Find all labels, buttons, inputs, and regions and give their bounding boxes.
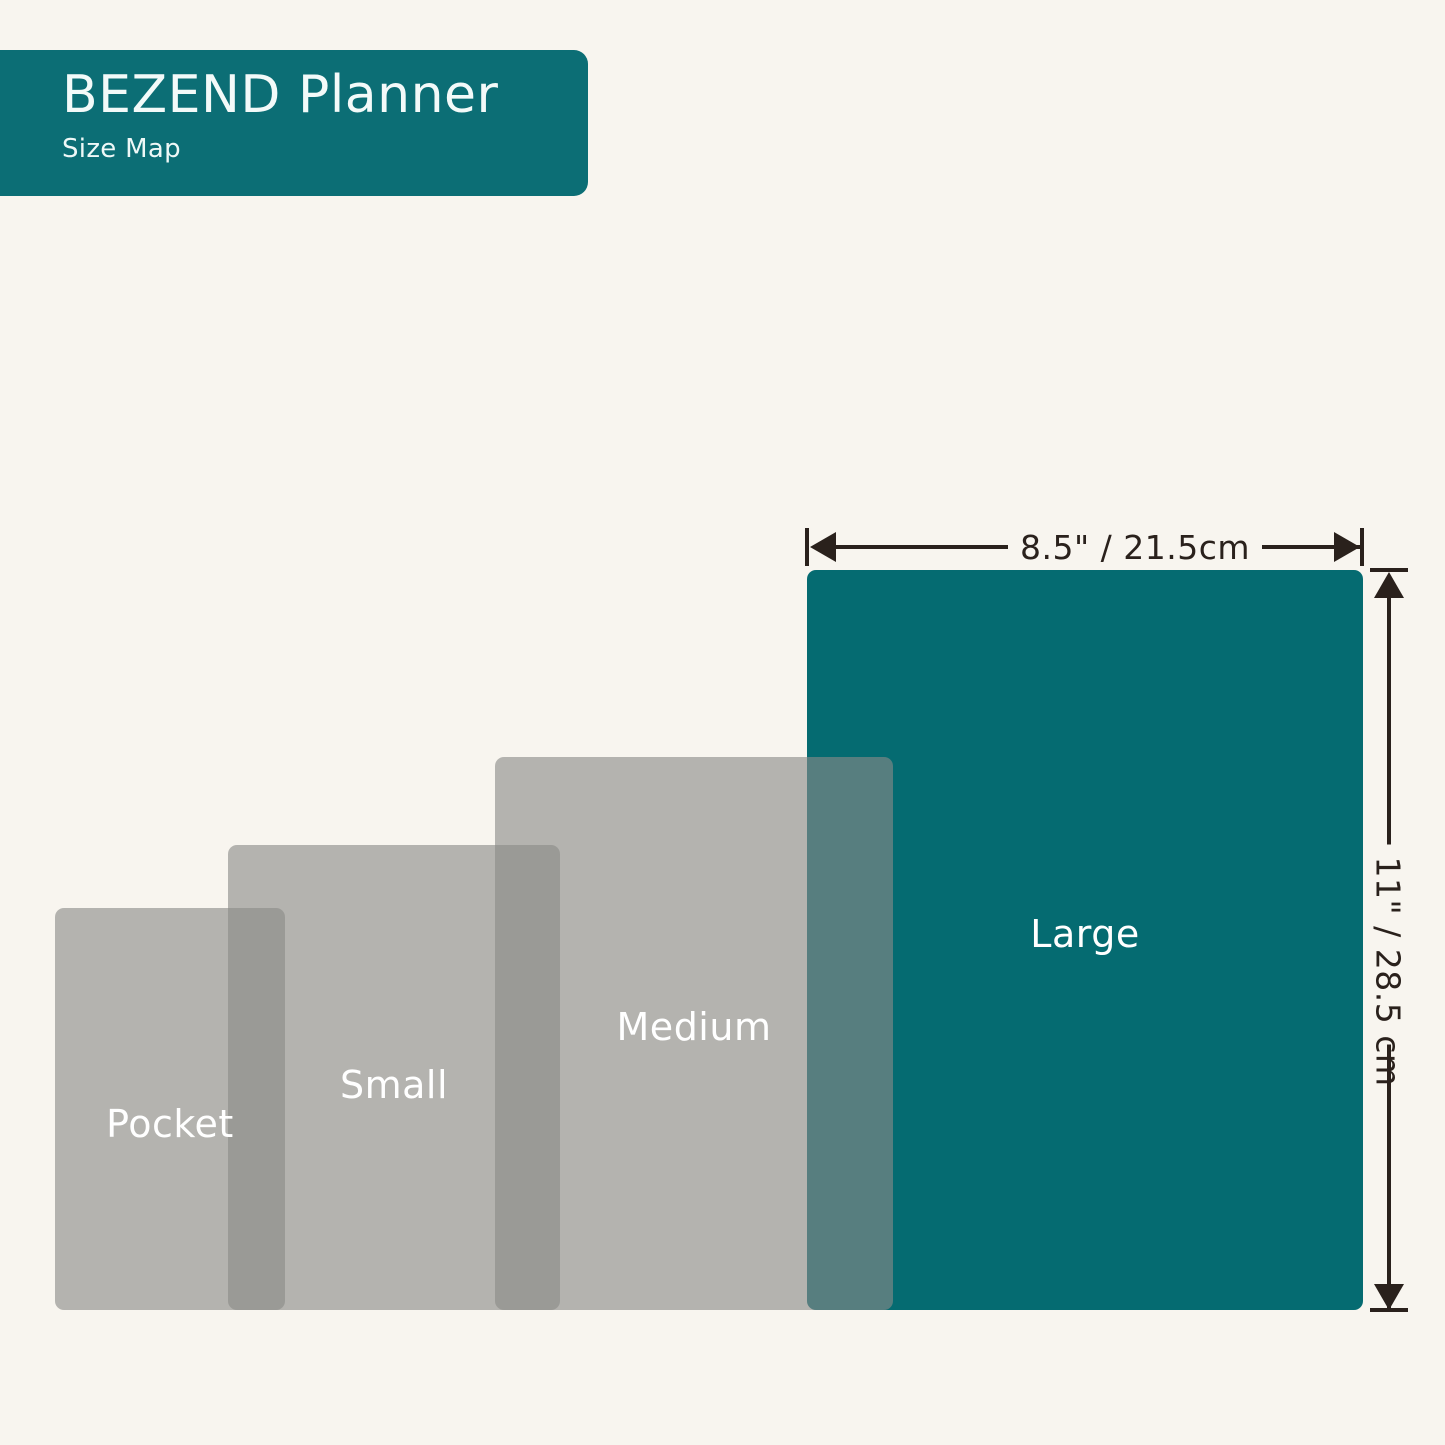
page-subtitle: Size Map <box>62 134 181 164</box>
size-label-large: Large <box>1030 912 1140 956</box>
height-arrow-up-icon <box>1374 572 1404 598</box>
size-label-medium: Medium <box>616 1005 772 1049</box>
height-dimension-label: 11" / 28.5 cm <box>1368 844 1408 1087</box>
height-dim-tick-top <box>1370 568 1408 572</box>
width-dim-tick-right <box>1360 528 1364 566</box>
width-dim-tick-left <box>805 528 809 566</box>
page-title: BEZEND Planner <box>62 65 499 125</box>
width-arrow-left-icon <box>810 532 836 562</box>
width-arrow-right-icon <box>1334 532 1360 562</box>
size-rect-pocket[interactable]: Pocket <box>55 908 285 1310</box>
height-dim-tick-bottom <box>1370 1308 1408 1312</box>
width-dimension-label: 8.5" / 21.5cm <box>1008 528 1263 567</box>
size-label-pocket: Pocket <box>106 1102 234 1146</box>
header-card: BEZEND Planner Size Map <box>0 50 588 196</box>
height-arrow-down-icon <box>1374 1284 1404 1310</box>
size-label-small: Small <box>339 1063 449 1107</box>
